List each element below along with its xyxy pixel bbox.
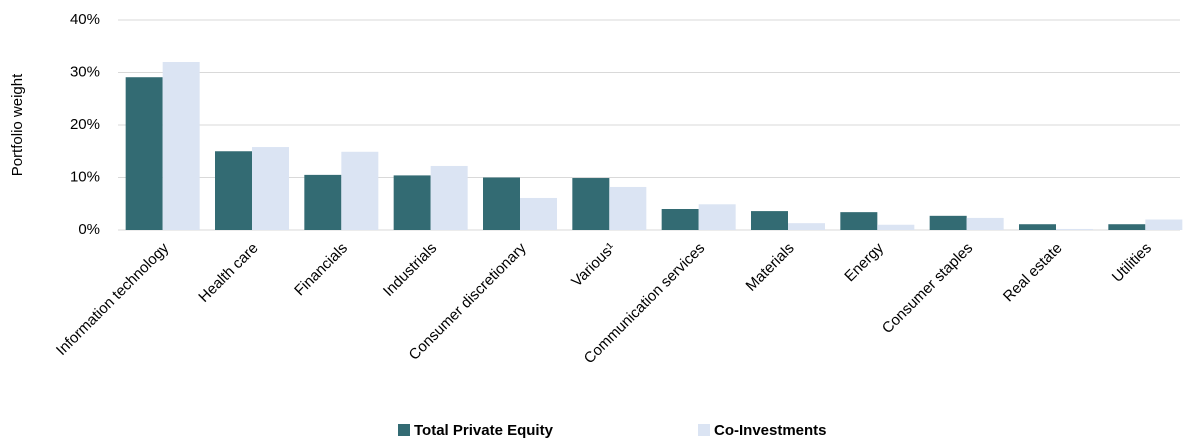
- legend-label: Co-Investments: [714, 422, 827, 439]
- bar: [661, 209, 699, 230]
- x-tick-label: Consumer staples: [879, 240, 977, 338]
- bar: [520, 197, 557, 230]
- x-tick-label: Energy: [841, 239, 887, 285]
- bar: [393, 175, 431, 230]
- bar: [1056, 228, 1093, 230]
- bar: [609, 186, 647, 230]
- bar: [877, 224, 915, 230]
- bar: [341, 151, 379, 230]
- bar: [1145, 219, 1183, 230]
- x-tick-label: Real estate: [1000, 240, 1066, 306]
- bar: [430, 165, 468, 230]
- bar: [966, 217, 1004, 230]
- x-tick-label: Materials: [743, 240, 798, 295]
- bar: [252, 147, 289, 230]
- bar: [751, 211, 788, 230]
- bar: [788, 223, 825, 230]
- x-tick-label: Industrials: [380, 240, 440, 300]
- bar: [1019, 224, 1056, 230]
- bar: [125, 77, 163, 230]
- bar: [840, 212, 878, 230]
- x-tick-label: Utilities: [1109, 240, 1155, 286]
- y-tick-label: 40%: [70, 11, 100, 28]
- x-tick-label: Health care: [195, 240, 261, 306]
- legend-swatch: [398, 424, 410, 436]
- legend-label: Total Private Equity: [414, 422, 554, 439]
- bar: [698, 204, 736, 230]
- x-tick-label: Financials: [291, 240, 351, 300]
- legend-swatch: [698, 424, 710, 436]
- x-tick-label: Various¹: [568, 240, 619, 291]
- y-tick-label: 20%: [70, 116, 100, 133]
- y-tick-label: 30%: [70, 63, 100, 80]
- x-tick-label: Information technology: [53, 239, 173, 359]
- y-tick-label: 0%: [78, 221, 100, 238]
- bar: [483, 177, 520, 230]
- y-axis-label: Portfolio weight: [9, 73, 26, 176]
- bar: [572, 178, 610, 230]
- bar: [304, 174, 342, 230]
- y-tick-label: 10%: [70, 168, 100, 185]
- bar: [929, 215, 967, 230]
- bar: [162, 62, 200, 230]
- bar: [215, 151, 252, 230]
- bar: [1108, 224, 1146, 230]
